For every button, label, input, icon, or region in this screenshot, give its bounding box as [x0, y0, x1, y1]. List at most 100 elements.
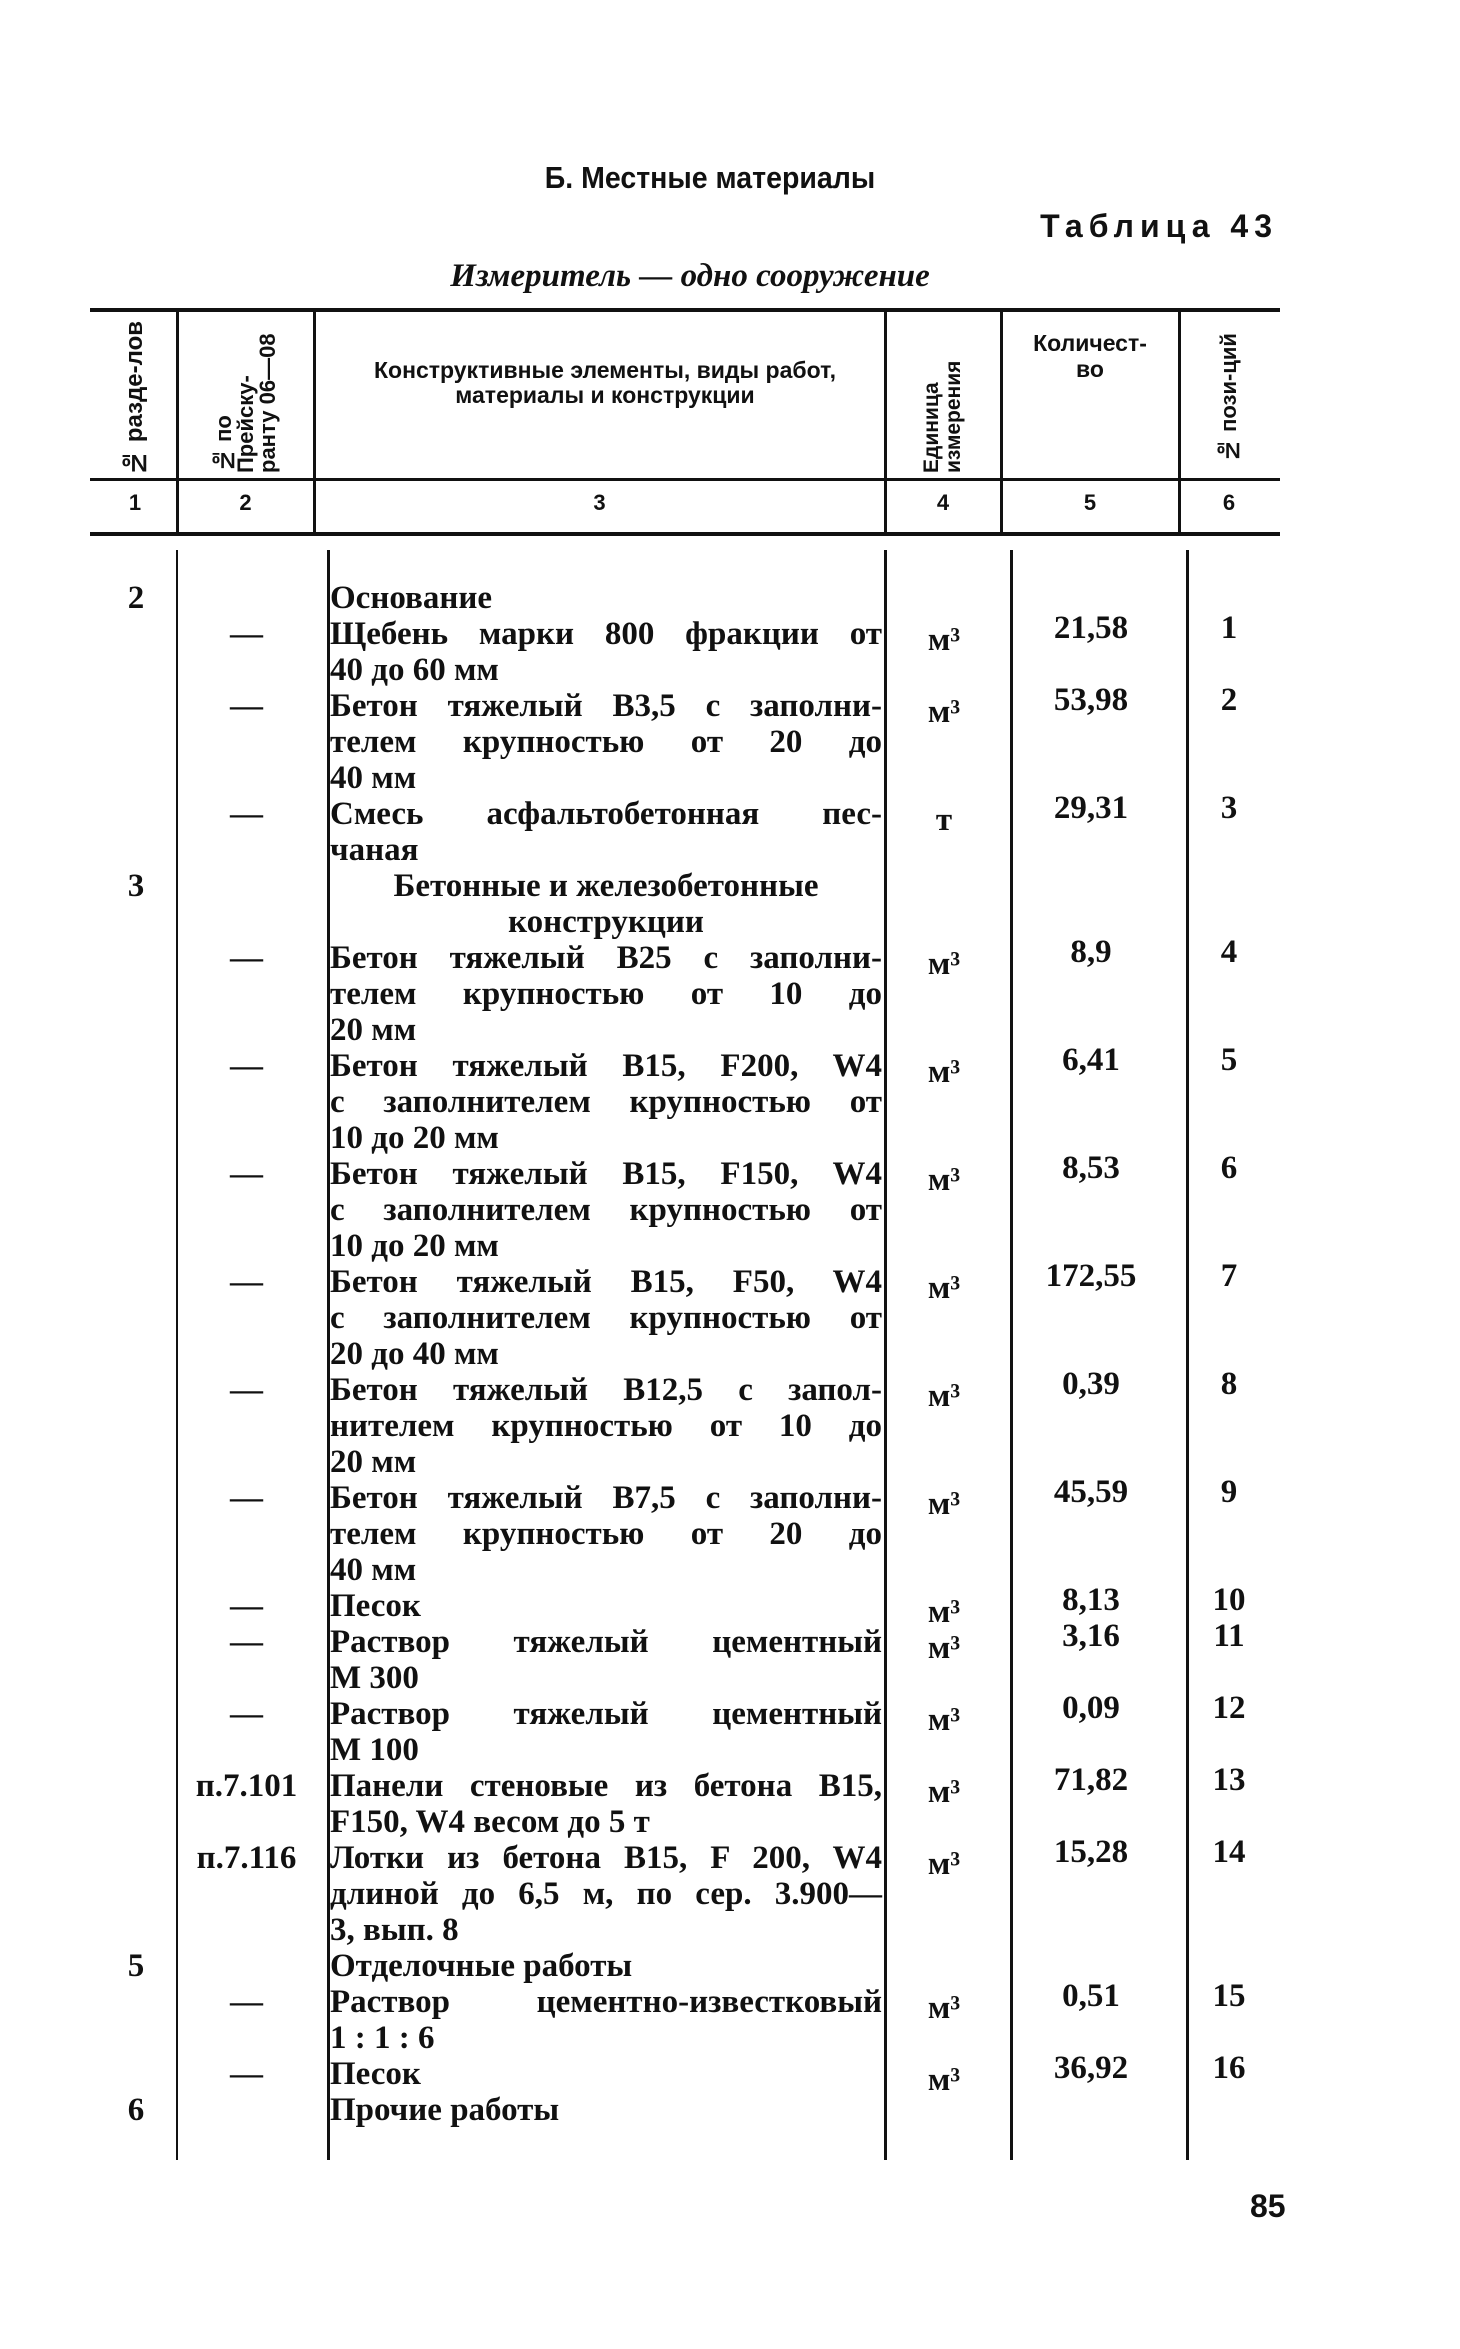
- table-label: Таблица 43: [1040, 208, 1278, 244]
- column-number-rule: [90, 532, 1280, 536]
- table-row: 3 Бетонные и железобетонные конструкции: [0, 868, 1460, 940]
- unit: м³: [927, 1774, 961, 1810]
- description-line: Бетон тяжелый В15, F50, W4: [330, 1264, 882, 1300]
- header-quantity: Количест-во: [1002, 330, 1178, 430]
- quantity: 0,51: [1062, 1978, 1120, 2014]
- description-line: Бетонные и железобетонные: [393, 868, 819, 904]
- description-line: длиной до 6,5 м, по сер. 3.900—: [330, 1876, 882, 1912]
- description-line: Основание: [330, 580, 493, 616]
- table-row: п.7.116 Лотки из бетона В15, F 200, W4 дли…: [0, 1834, 1460, 1948]
- unit: м³: [927, 1990, 961, 2026]
- table-row: — Бетон тяжелый В15, F150, W4 с заполнител…: [0, 1150, 1460, 1264]
- body-divider: [884, 550, 887, 2160]
- item-description: Песок: [330, 1588, 882, 1624]
- price-list-ref: —: [230, 616, 263, 652]
- unit: м³: [927, 1054, 961, 1090]
- price-list-ref: п.7.116: [196, 1840, 297, 1876]
- unit: м³: [927, 946, 961, 982]
- item-description: Раствор тяжелый цементный М 100: [330, 1696, 882, 1768]
- header-unit: Единица измерения: [886, 318, 1000, 478]
- table-body: 2 Основание — Щебень марки 800 фракции от 40…: [0, 580, 1460, 2128]
- description-line: 40 мм: [330, 1552, 417, 1588]
- header-divider: [313, 312, 316, 532]
- quantity: 29,31: [1053, 790, 1129, 826]
- quantity: 45,59: [1053, 1474, 1129, 1510]
- unit: м³: [927, 1594, 961, 1630]
- description-line: с заполнителем крупностью от: [330, 1300, 882, 1336]
- unit: м³: [927, 1630, 961, 1666]
- quantity: 8,9: [1070, 934, 1112, 970]
- description-line: Песок: [330, 1588, 421, 1624]
- quantity: 8,13: [1062, 1582, 1120, 1618]
- description-line: телем крупностью от 20 до: [330, 724, 882, 760]
- section-number: 6: [127, 2092, 145, 2128]
- quantity: 21,58: [1053, 610, 1129, 646]
- description-line: с заполнителем крупностью от: [330, 1084, 882, 1120]
- position-number: 6: [1220, 1150, 1238, 1186]
- column-number: 1: [128, 490, 142, 515]
- unit: м³: [927, 1378, 961, 1414]
- quantity: 71,82: [1053, 1762, 1129, 1798]
- description-line: 10 до 20 мм: [330, 1228, 499, 1264]
- position-number: 12: [1212, 1690, 1246, 1726]
- table-row: — Смесь асфальтобетонная пес-чаная т 29,31 3: [0, 790, 1460, 868]
- item-description: Бетон тяжелый В15, F50, W4 с заполнителем…: [330, 1264, 882, 1372]
- body-divider: [327, 550, 330, 2160]
- table-row: п.7.101 Панели стеновые из бетона В15, F15…: [0, 1762, 1460, 1840]
- table-row: — Раствор тяжелый цементный М 300 м³ 3,16 11: [0, 1618, 1460, 1696]
- header-text: Единица измерения: [920, 360, 965, 473]
- description-line: Песок: [330, 2056, 421, 2092]
- item-description: Бетон тяжелый В15, F200, W4 с заполнителе…: [330, 1048, 882, 1156]
- header-divider: [1000, 312, 1003, 532]
- column-number: 4: [936, 490, 950, 515]
- unit: т: [935, 802, 953, 838]
- unit: м³: [927, 1846, 961, 1882]
- item-description: Панели стеновые из бетона В15, F150, W4 в…: [330, 1768, 882, 1840]
- description-line: 40 до 60 мм: [330, 652, 499, 688]
- item-description: Бетон тяжелый В7,5 с заполни-телем крупн…: [330, 1480, 882, 1588]
- quantity: 172,55: [1045, 1258, 1137, 1294]
- quantity: 8,53: [1062, 1150, 1120, 1186]
- header-divider: [176, 312, 179, 532]
- table-row: — Бетон тяжелый В15, F200, W4 с заполнител…: [0, 1042, 1460, 1156]
- position-number: 1: [1220, 610, 1238, 646]
- table-row: — Бетон тяжелый В3,5 с заполни-телем круп…: [0, 682, 1460, 796]
- price-list-ref: —: [230, 2056, 263, 2092]
- column-number: 5: [1083, 490, 1097, 515]
- price-list-ref: —: [230, 1264, 263, 1300]
- item-description: Раствор тяжелый цементный М 300: [330, 1624, 882, 1696]
- unit: м³: [927, 1270, 961, 1306]
- price-list-ref: —: [230, 1372, 263, 1408]
- unit: м³: [927, 1486, 961, 1522]
- price-list-ref: —: [230, 688, 263, 724]
- description-line: 20 мм: [330, 1444, 417, 1480]
- price-list-ref: —: [230, 1048, 263, 1084]
- header-divider: [884, 312, 887, 532]
- position-number: 8: [1220, 1366, 1238, 1402]
- description-line: Раствор цементно-известковый: [330, 1984, 882, 2020]
- header-text: № разде-лов: [121, 320, 148, 476]
- description-line: Раствор тяжелый цементный: [330, 1696, 882, 1732]
- price-list-ref: —: [230, 1696, 263, 1732]
- description-line: Лотки из бетона В15, F 200, W4: [330, 1840, 882, 1876]
- table-row: 5 Отделочные работы: [0, 1948, 1460, 1984]
- price-list-ref: —: [230, 1588, 263, 1624]
- section-title: Б. Местные материалы: [544, 160, 876, 195]
- item-description: Щебень марки 800 фракции от 40 до 60 мм: [330, 616, 882, 688]
- quantity: 0,09: [1062, 1690, 1120, 1726]
- table-row: — Бетон тяжелый В7,5 с заполни-телем круп…: [0, 1474, 1460, 1588]
- unit: м³: [927, 694, 961, 730]
- quantity: 36,92: [1053, 2050, 1129, 2086]
- section-number: 2: [127, 580, 145, 616]
- description-line: Смесь асфальтобетонная пес-: [330, 796, 882, 832]
- header-text: Конструктивные элементы, виды работ, мат…: [373, 357, 836, 408]
- measure-unit-caption: Измеритель — одно сооружение: [450, 258, 930, 294]
- quantity: 15,28: [1053, 1834, 1129, 1870]
- quantity: 6,41: [1062, 1042, 1120, 1078]
- header-section-no: № разде-лов: [94, 318, 176, 478]
- item-description: Бетон тяжелый В15, F150, W4 с заполнителе…: [330, 1156, 882, 1264]
- table-row: — Песок м³ 36,92 16: [0, 2050, 1460, 2098]
- description-line: Бетон тяжелый В15, F150, W4: [330, 1156, 882, 1192]
- page-number: 85: [1250, 2188, 1286, 2224]
- description-line: Прочие работы: [330, 2092, 560, 2128]
